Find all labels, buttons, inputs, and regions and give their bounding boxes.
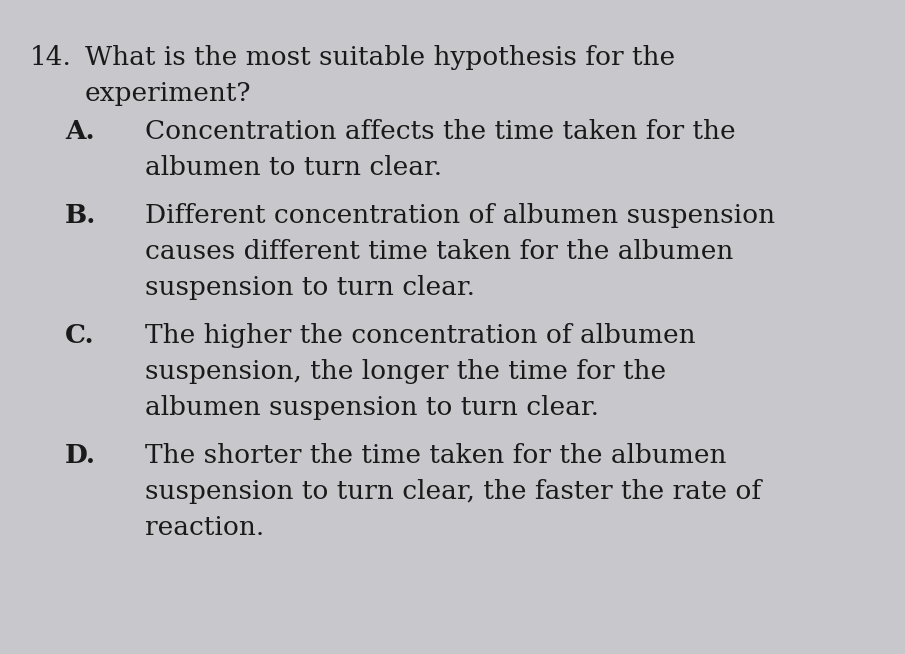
Text: albumen to turn clear.: albumen to turn clear. [145, 155, 443, 180]
Text: suspension, the longer the time for the: suspension, the longer the time for the [145, 359, 666, 384]
Text: albumen suspension to turn clear.: albumen suspension to turn clear. [145, 395, 599, 420]
Text: reaction.: reaction. [145, 515, 264, 540]
Text: causes different time taken for the albumen: causes different time taken for the albu… [145, 239, 733, 264]
Text: D.: D. [65, 443, 96, 468]
Text: experiment?: experiment? [85, 81, 252, 106]
Text: 14.: 14. [30, 45, 71, 70]
Text: Concentration affects the time taken for the: Concentration affects the time taken for… [145, 119, 736, 144]
Text: C.: C. [65, 323, 95, 348]
Text: suspension to turn clear, the faster the rate of: suspension to turn clear, the faster the… [145, 479, 761, 504]
Text: suspension to turn clear.: suspension to turn clear. [145, 275, 475, 300]
Text: B.: B. [65, 203, 96, 228]
Text: A.: A. [65, 119, 95, 144]
Text: What is the most suitable hypothesis for the: What is the most suitable hypothesis for… [85, 45, 675, 70]
Text: Different concentration of albumen suspension: Different concentration of albumen suspe… [145, 203, 775, 228]
Text: The shorter the time taken for the albumen: The shorter the time taken for the album… [145, 443, 727, 468]
Text: The higher the concentration of albumen: The higher the concentration of albumen [145, 323, 696, 348]
